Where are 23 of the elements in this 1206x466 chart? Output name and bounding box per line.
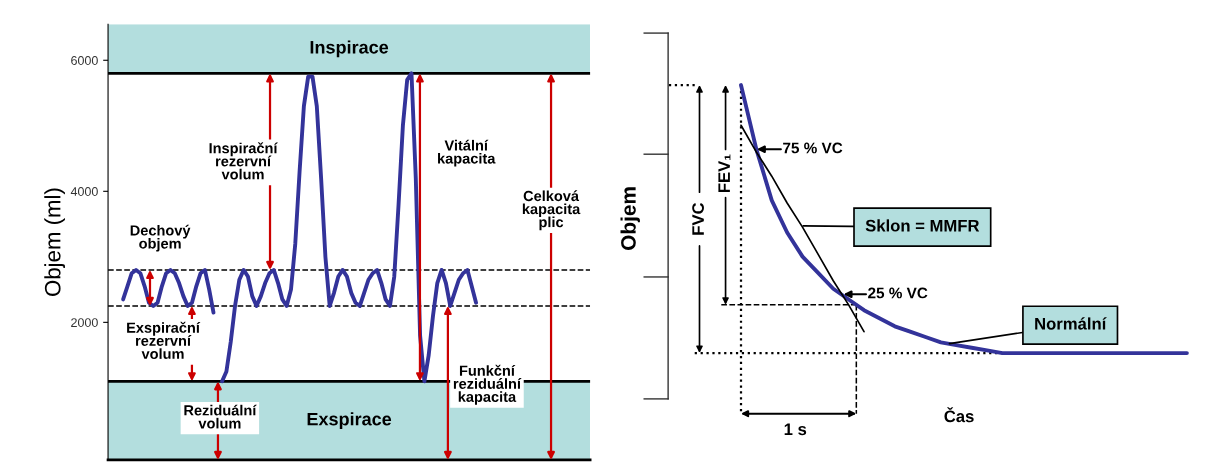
annotation: Exspirační rezervní volum <box>127 321 201 359</box>
y-tick-label: 6000 <box>71 56 98 65</box>
annotation: Dechový objem <box>130 224 191 252</box>
band-label: Inspirace <box>310 40 389 58</box>
annotation: Vitální kapacita <box>438 139 496 167</box>
x-axis-title: Čas <box>944 407 974 423</box>
y-axis-title: Objem <box>620 187 640 251</box>
annotation: Funkční reziduální kapacita <box>453 364 522 405</box>
y-tick-label: 2000 <box>71 318 98 327</box>
y-axis-title: Objem (ml) <box>44 188 65 296</box>
annotation: Inspirační rezervní volum <box>209 142 278 180</box>
text: 1 s <box>784 423 807 436</box>
annotation: 75 % VC <box>783 142 843 154</box>
text: FEV₁ <box>718 154 731 193</box>
y-tick-label: 4000 <box>70 187 98 196</box>
annotation: Normální <box>1035 317 1107 330</box>
line-series <box>121 267 216 315</box>
band-label: Exspirace <box>307 412 392 430</box>
text: FVC <box>692 202 704 235</box>
annotation: Celková kapacita plic <box>522 190 581 231</box>
annotation: 25 % VC <box>868 287 928 299</box>
annotation: Sklon = MMFR <box>865 219 980 232</box>
annotation: Reziduální volum <box>184 404 257 429</box>
